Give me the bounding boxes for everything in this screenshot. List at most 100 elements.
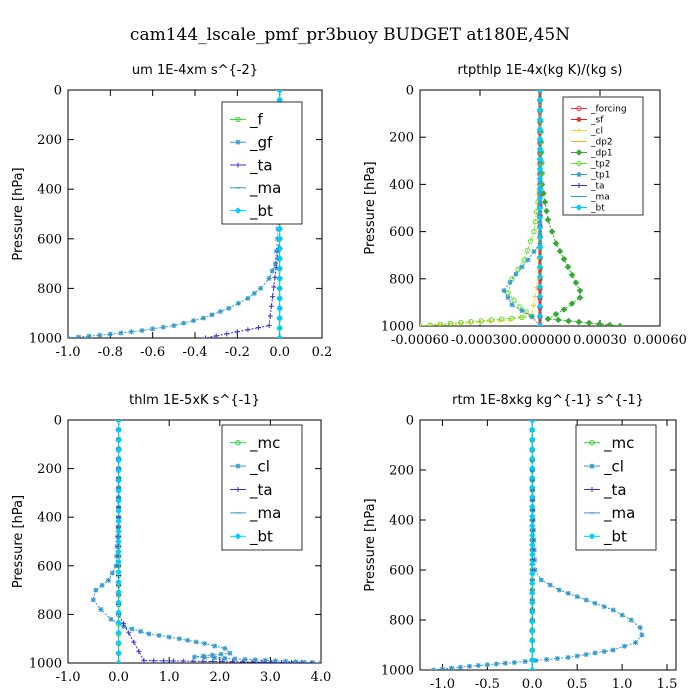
data-point <box>276 285 284 292</box>
data-point <box>475 663 481 668</box>
data-point <box>639 632 645 638</box>
data-point <box>528 608 536 616</box>
data-point <box>115 497 122 505</box>
data-point <box>115 609 122 616</box>
data-point <box>268 303 274 309</box>
data-point <box>528 637 536 645</box>
legend-entry: _bt <box>249 202 273 221</box>
data-point <box>115 629 122 636</box>
data-point <box>528 570 536 578</box>
data-point <box>146 631 152 637</box>
data-point <box>301 659 307 663</box>
data-point <box>556 247 564 255</box>
data-point <box>592 600 598 606</box>
data-point <box>501 288 507 294</box>
legend-marker <box>234 207 242 214</box>
data-point <box>212 643 218 649</box>
data-point <box>528 474 536 482</box>
data-point <box>505 295 511 301</box>
x-tick-label: 1.5 <box>657 677 678 692</box>
data-point <box>258 285 264 291</box>
data-point <box>493 661 499 667</box>
legend-entry: _ta <box>249 156 273 175</box>
data-point <box>536 184 544 192</box>
data-point <box>276 225 284 233</box>
data-point <box>536 243 544 251</box>
x-tick-label: -0.8 <box>98 345 123 360</box>
data-point <box>156 632 162 638</box>
data-point <box>601 649 607 654</box>
data-point <box>209 652 215 658</box>
data-point <box>513 271 519 277</box>
data-point <box>583 652 589 657</box>
y-axis-label: Pressure [hPa] <box>363 161 378 254</box>
legend-marker <box>588 532 596 540</box>
data-point <box>628 617 634 623</box>
data-point <box>533 658 539 663</box>
series-line <box>420 90 543 326</box>
data-point <box>547 582 553 588</box>
y-tick-label: 0 <box>406 414 414 429</box>
data-point <box>574 653 580 659</box>
data-point <box>97 332 103 338</box>
legend-marker <box>235 162 241 168</box>
data-point <box>115 528 122 535</box>
x-tick-label: 2.0 <box>209 670 230 685</box>
data-point <box>121 624 127 630</box>
y-axis-label: Pressure [hPa] <box>11 495 26 588</box>
data-point <box>544 657 550 662</box>
data-point <box>524 247 531 254</box>
y-tick-label: 600 <box>389 225 414 240</box>
data-point <box>528 445 536 453</box>
data-point <box>298 660 304 663</box>
panel-title: thlm 1E-5xK s^{-1} <box>129 393 260 408</box>
x-tick-label: 0.00030 <box>573 333 627 348</box>
y-tick-label: 600 <box>389 564 414 579</box>
data-point <box>439 666 445 670</box>
data-point <box>160 324 166 330</box>
data-point <box>552 310 560 318</box>
data-point <box>565 590 571 596</box>
data-point <box>447 320 454 326</box>
legend-entry: _ta <box>249 481 273 500</box>
legend-marker <box>575 204 583 211</box>
legend-box <box>562 96 644 216</box>
legend-marker <box>235 139 241 145</box>
series-bt <box>115 420 122 663</box>
data-point <box>527 238 534 244</box>
data-point <box>276 324 284 332</box>
legend-box <box>221 424 303 551</box>
data-point <box>552 240 560 247</box>
legend-entry: _forcing <box>590 105 627 115</box>
legend-marker <box>576 128 582 133</box>
data-point <box>536 204 544 212</box>
y-tick-label: 1000 <box>381 320 414 335</box>
chart-panel-3: thlm 1E-5xK s^{-1} Pressure [hPa] 0 200 400 6… <box>11 393 331 685</box>
data-point <box>273 248 279 254</box>
y-tick-label: 400 <box>389 178 414 193</box>
data-point <box>528 483 536 491</box>
legend-entry: _bt <box>249 528 273 547</box>
data-point <box>536 263 544 271</box>
data-point <box>528 647 536 655</box>
y-tick-label: 800 <box>37 282 62 297</box>
data-point <box>249 659 255 663</box>
y-tick-label: 0 <box>54 84 62 99</box>
data-point <box>531 228 537 235</box>
data-point <box>536 234 544 241</box>
data-point <box>528 464 536 472</box>
data-point <box>245 327 251 333</box>
data-point <box>192 654 197 660</box>
series-bt <box>536 90 544 326</box>
x-tick-label: -0.00030 <box>451 333 509 348</box>
data-point <box>161 658 167 663</box>
x-tick-label: -0.5 <box>475 677 500 692</box>
data-point <box>283 658 289 663</box>
data-point <box>224 331 230 337</box>
data-point <box>98 607 104 613</box>
legend-entry: _dp2 <box>590 138 613 148</box>
data-point <box>528 420 536 424</box>
data-point <box>536 90 544 94</box>
data-point <box>522 659 528 664</box>
y-tick-label: 200 <box>37 133 62 148</box>
